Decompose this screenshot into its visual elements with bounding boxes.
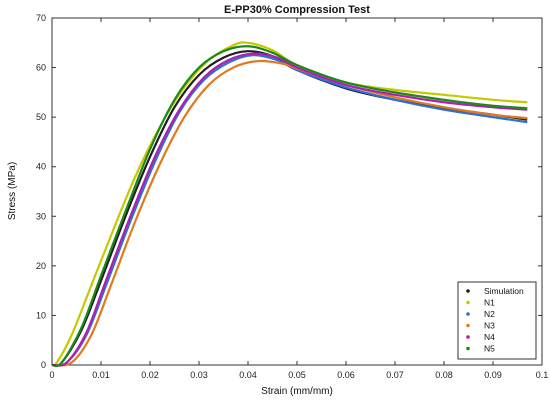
series-line-n2 <box>51 54 528 367</box>
chart-title: E-PP30% Compression Test <box>224 4 370 16</box>
x-tick-label: 0.06 <box>337 370 355 380</box>
x-tick-label: 0.02 <box>141 370 159 380</box>
x-tick-label: 0.03 <box>190 370 208 380</box>
legend-marker <box>466 335 470 339</box>
series-line-n3 <box>51 59 528 367</box>
series-line-n4 <box>51 52 528 367</box>
legend-label: N2 <box>484 309 495 319</box>
y-tick-label: 60 <box>36 63 46 73</box>
legend-label: N1 <box>484 298 495 308</box>
y-axis-label: Stress (MPa) <box>7 162 18 220</box>
x-tick-label: 0.1 <box>536 370 549 380</box>
y-tick-label: 10 <box>36 310 46 320</box>
x-tick-label: 0 <box>49 370 54 380</box>
series-line-n5 <box>51 45 528 368</box>
y-tick-label: 30 <box>36 211 46 221</box>
x-tick-label: 0.07 <box>386 370 404 380</box>
x-tick-label: 0.09 <box>484 370 502 380</box>
legend-marker <box>466 289 470 293</box>
y-tick-label: 40 <box>36 162 46 172</box>
series-layer <box>51 41 528 368</box>
legend-label: N5 <box>484 344 495 354</box>
y-tick-label: 70 <box>36 13 46 23</box>
x-tick-label: 0.05 <box>288 370 306 380</box>
legend-marker <box>466 300 470 305</box>
tick-layer: 0 0.01 0.02 0.03 0.04 0.05 0.06 0.07 0.08 0.09 0.1… <box>36 13 548 380</box>
legend-label: N4 <box>484 332 495 342</box>
legend-label: Simulation <box>484 286 524 296</box>
y-tick-label: 50 <box>36 112 46 122</box>
x-tick-label: 0.01 <box>92 370 110 380</box>
legend-marker <box>466 312 470 316</box>
legend-marker <box>466 323 470 328</box>
legend-box <box>457 281 537 360</box>
y-tick-label: 0 <box>41 360 46 370</box>
y-tick-label: 20 <box>36 261 46 271</box>
legend-label: N3 <box>484 321 495 331</box>
x-axis-label: Strain (mm/mm) <box>261 386 333 397</box>
x-tick-label: 0.04 <box>239 370 257 380</box>
legend-marker <box>466 346 470 351</box>
x-tick-label: 0.08 <box>435 370 453 380</box>
